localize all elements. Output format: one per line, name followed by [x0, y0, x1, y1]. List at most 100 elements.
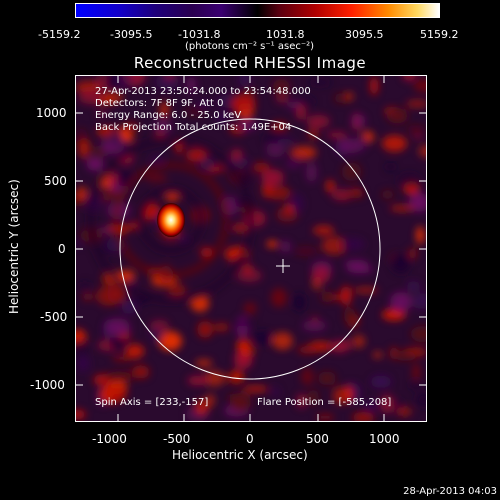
- emission-blob: [294, 246, 318, 257]
- colorbar-unit-label: (photons cm⁻² s⁻¹ asec⁻²): [185, 41, 315, 52]
- emission-blob: [352, 411, 375, 422]
- emission-blob: [271, 288, 287, 308]
- emission-blob: [75, 241, 84, 248]
- emission-blob: [75, 339, 89, 356]
- emission-blob: [370, 375, 392, 388]
- emission-blob: [340, 285, 352, 306]
- colorbar: [75, 3, 440, 18]
- emission-blob: [106, 371, 131, 382]
- emission-blob: [231, 94, 256, 114]
- emission-blob: [418, 145, 427, 158]
- emission-blob: [236, 268, 262, 283]
- emission-blob: [168, 283, 186, 297]
- emission-blob: [185, 149, 207, 162]
- flare-position-label: Flare Position = [-585,208]: [257, 397, 392, 408]
- emission-blob: [290, 194, 304, 214]
- emission-blob: [145, 173, 168, 182]
- emission-blob: [389, 205, 415, 212]
- x-tick-label-4: 1000: [369, 432, 400, 446]
- emission-blob: [213, 322, 230, 332]
- emission-blob: [306, 162, 317, 183]
- solar-image: 27-Apr-2013 23:50:24.000 to 23:54:48.000…: [75, 75, 427, 422]
- emission-blob: [82, 292, 93, 302]
- emission-blob: [275, 94, 289, 103]
- emission-blob: [307, 389, 319, 406]
- emission-blob: [301, 367, 314, 386]
- info-line-4: Back Projection Total counts: 1.49E+04: [95, 122, 292, 133]
- emission-blob: [236, 338, 251, 354]
- emission-blob: [200, 158, 215, 170]
- emission-blob: [297, 97, 315, 107]
- emission-blob: [94, 145, 106, 159]
- emission-blob: [272, 78, 290, 97]
- emission-blob: [105, 318, 130, 337]
- emission-blob: [341, 237, 365, 251]
- emission-blob: [353, 287, 379, 294]
- emission-blob: [77, 139, 91, 159]
- emission-blob: [408, 247, 418, 260]
- spin-axis-marker: [276, 259, 290, 273]
- emission-blob: [413, 78, 427, 93]
- emission-blob: [382, 135, 407, 152]
- emission-blob: [149, 319, 170, 332]
- emission-blob: [345, 91, 354, 101]
- y-tick-label-3: -500: [40, 310, 68, 324]
- y-tick-label-1: 500: [44, 174, 67, 188]
- emission-blob: [108, 338, 127, 349]
- emission-blob: [394, 351, 417, 362]
- emission-blob: [409, 380, 422, 390]
- emission-blob: [293, 293, 305, 311]
- emission-blob: [372, 351, 383, 358]
- emission-blob: [369, 76, 379, 96]
- emission-blob: [406, 125, 426, 134]
- emission-blob: [159, 101, 169, 118]
- emission-blob: [112, 355, 132, 362]
- emission-blob: [177, 235, 190, 242]
- emission-blob: [239, 75, 251, 87]
- emission-blob: [386, 162, 395, 171]
- emission-blob: [165, 193, 180, 202]
- emission-blob: [316, 414, 335, 421]
- colorbar-tick-0: -5159.2: [38, 28, 81, 41]
- emission-blob: [272, 332, 293, 350]
- emission-blob: [271, 386, 280, 398]
- emission-blob: [266, 240, 278, 248]
- emission-blob: [79, 281, 90, 292]
- x-tick-label-2: 0: [246, 432, 254, 446]
- emission-blob: [158, 331, 182, 351]
- emission-blob: [204, 370, 226, 387]
- emission-blob: [243, 302, 257, 315]
- emission-blob: [232, 321, 255, 328]
- emission-blob: [75, 409, 86, 420]
- emission-blob: [96, 109, 108, 117]
- emission-blob: [197, 320, 213, 338]
- emission-blob: [261, 169, 284, 186]
- colorbar-tick-5: 5159.2: [420, 28, 459, 41]
- emission-blob: [379, 394, 395, 414]
- colorbar-tick-4: 3095.5: [345, 28, 384, 41]
- x-tick-label-1: -500: [163, 432, 191, 446]
- emission-blob: [106, 75, 118, 89]
- emission-blob: [363, 399, 379, 413]
- emission-blob: [226, 393, 247, 401]
- emission-pattern: [75, 75, 427, 422]
- emission-blob: [413, 133, 424, 140]
- emission-blob: [267, 186, 291, 200]
- emission-blob: [343, 307, 356, 324]
- emission-blob: [164, 75, 176, 80]
- flare-source: [157, 203, 185, 237]
- emission-blob: [237, 120, 257, 131]
- emission-blob: [186, 76, 196, 93]
- emission-blob: [405, 100, 427, 108]
- emission-blob: [295, 104, 307, 120]
- info-line-1: 27-Apr-2013 23:50:24.000 to 23:54:48.000: [95, 86, 311, 97]
- x-tick-label-3: 500: [306, 432, 329, 446]
- emission-blob: [344, 259, 369, 270]
- ring-artifact: [87, 136, 255, 304]
- colorbar-tick-3: 1031.8: [266, 28, 305, 41]
- emission-blob: [331, 188, 351, 201]
- emission-blob: [184, 107, 205, 116]
- solar-image-svg: [75, 75, 427, 422]
- y-axis-label: Heliocentric Y (arcsec): [7, 179, 21, 314]
- emission-blob: [416, 226, 425, 245]
